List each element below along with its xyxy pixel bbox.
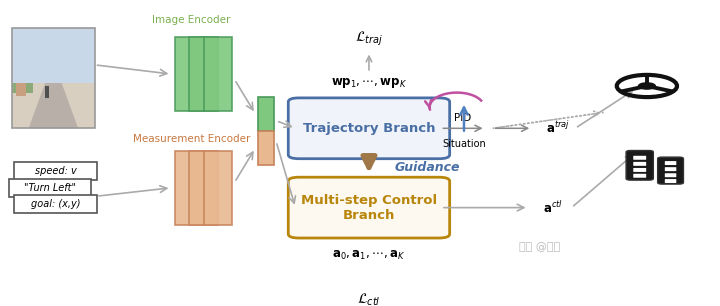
FancyBboxPatch shape <box>634 168 646 172</box>
FancyBboxPatch shape <box>634 156 646 160</box>
Text: $\mathcal{L}_{ctl}$: $\mathcal{L}_{ctl}$ <box>357 292 381 306</box>
Text: Situation: Situation <box>442 139 486 149</box>
FancyBboxPatch shape <box>665 161 676 165</box>
Text: Image Encoder: Image Encoder <box>152 15 230 25</box>
FancyBboxPatch shape <box>175 37 204 111</box>
Bar <box>17 83 26 96</box>
Circle shape <box>639 83 655 89</box>
Text: PID: PID <box>454 113 471 123</box>
FancyBboxPatch shape <box>665 167 676 171</box>
Polygon shape <box>12 28 94 83</box>
FancyBboxPatch shape <box>14 162 96 180</box>
Text: Trajectory Branch: Trajectory Branch <box>302 122 435 135</box>
FancyBboxPatch shape <box>258 131 274 165</box>
FancyBboxPatch shape <box>626 151 653 180</box>
FancyBboxPatch shape <box>204 151 233 225</box>
FancyBboxPatch shape <box>175 151 204 225</box>
Text: $\mathbf{wp}_1, \cdots, \mathbf{wp}_K$: $\mathbf{wp}_1, \cdots, \mathbf{wp}_K$ <box>331 76 407 90</box>
FancyBboxPatch shape <box>204 37 233 111</box>
FancyBboxPatch shape <box>14 196 96 213</box>
Text: "Turn Left": "Turn Left" <box>24 182 76 192</box>
FancyBboxPatch shape <box>634 174 646 178</box>
FancyBboxPatch shape <box>189 37 218 111</box>
Text: $\mathbf{a}^{traj}$: $\mathbf{a}^{traj}$ <box>546 120 570 136</box>
FancyBboxPatch shape <box>258 97 274 131</box>
FancyBboxPatch shape <box>665 179 676 183</box>
Text: Multi-step Control
Branch: Multi-step Control Branch <box>301 194 437 222</box>
Text: 知乎 @黄浴: 知乎 @黄浴 <box>518 242 560 252</box>
FancyBboxPatch shape <box>657 157 683 184</box>
Text: Measurement Encoder: Measurement Encoder <box>132 134 250 144</box>
Text: speed: v: speed: v <box>35 166 76 176</box>
Text: $\mathcal{L}_{traj}$: $\mathcal{L}_{traj}$ <box>355 29 383 47</box>
FancyBboxPatch shape <box>9 178 91 196</box>
Polygon shape <box>29 83 78 128</box>
Text: goal: (x,y): goal: (x,y) <box>31 200 81 209</box>
FancyBboxPatch shape <box>634 162 646 166</box>
Text: $\mathbf{a}^{ctl}$: $\mathbf{a}^{ctl}$ <box>543 200 563 215</box>
FancyBboxPatch shape <box>665 173 676 177</box>
Bar <box>45 86 49 98</box>
Polygon shape <box>12 83 94 128</box>
Text: Guidance: Guidance <box>394 162 459 174</box>
FancyBboxPatch shape <box>189 151 218 225</box>
FancyBboxPatch shape <box>288 177 450 238</box>
FancyBboxPatch shape <box>288 98 450 159</box>
Bar <box>12 83 33 93</box>
Text: $\mathbf{a}_0, \mathbf{a}_1, \cdots, \mathbf{a}_K$: $\mathbf{a}_0, \mathbf{a}_1, \cdots, \ma… <box>333 249 405 262</box>
